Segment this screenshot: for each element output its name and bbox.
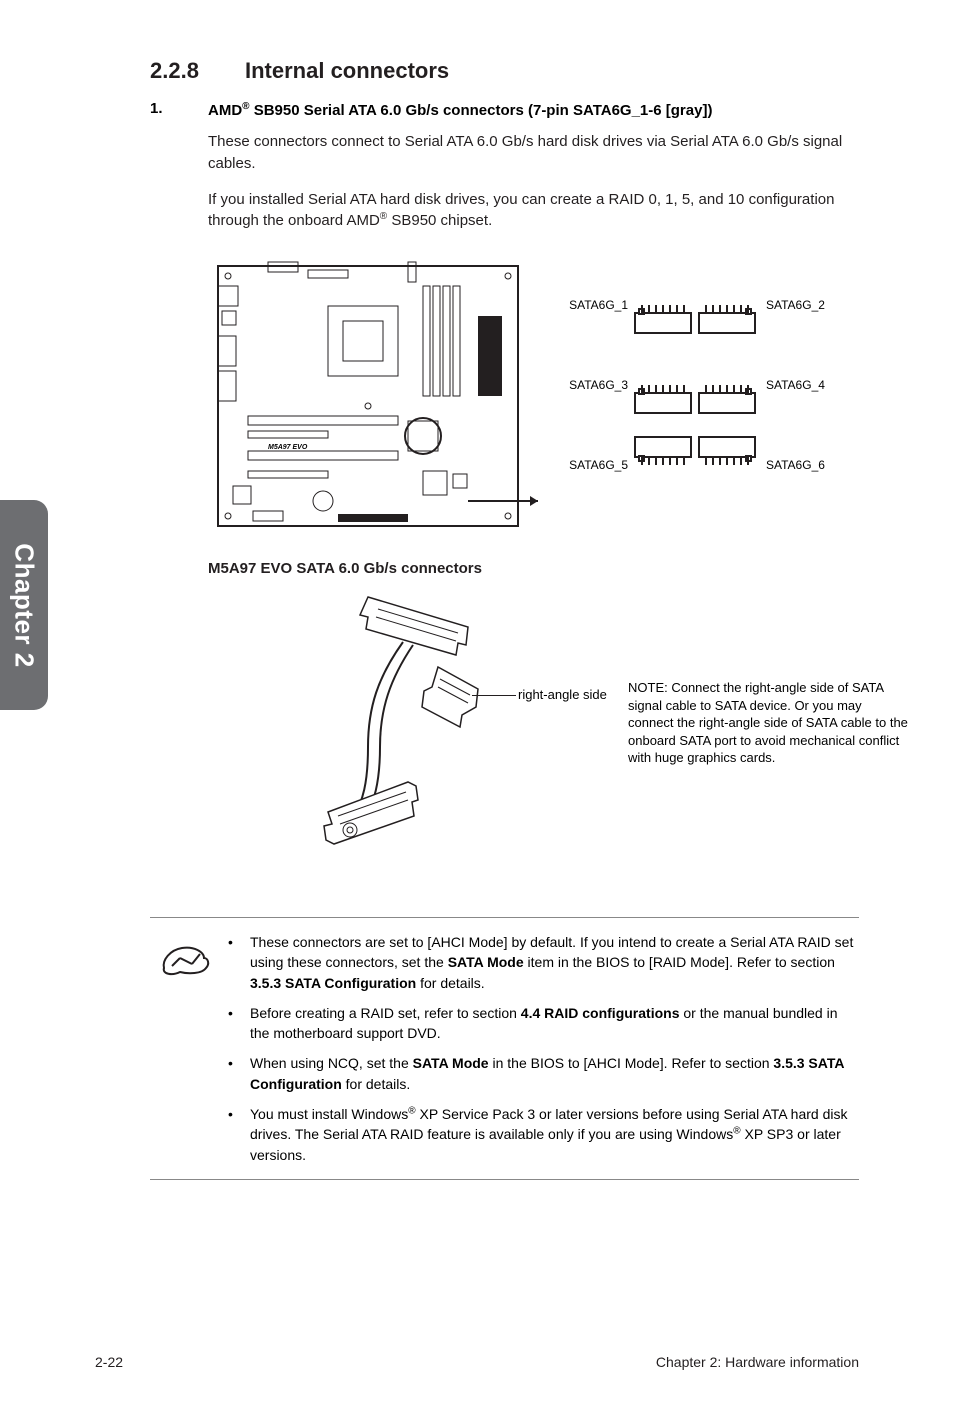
sata-connector-icon [634, 436, 692, 458]
section-title: Internal connectors [245, 58, 449, 83]
sata-connector-icon [698, 436, 756, 458]
sata-label: SATA6G_2 [766, 298, 825, 312]
page-footer: 2-22 Chapter 2: Hardware information [0, 1354, 954, 1370]
right-angle-label: right-angle side [518, 687, 607, 702]
item-paragraph-2: If you installed Serial ATA hard disk dr… [208, 189, 859, 233]
footer-chapter-title: Chapter 2: Hardware information [656, 1354, 859, 1370]
sata-connector-icon [698, 312, 756, 334]
chapter-tab: Chapter 2 [0, 500, 48, 710]
section-heading: 2.2.8Internal connectors [150, 58, 859, 84]
note-block: These connectors are set to [AHCI Mode] … [150, 917, 859, 1180]
sata-label: SATA6G_1 [558, 298, 628, 312]
sata-label: SATA6G_4 [766, 378, 825, 392]
cable-diagram: right-angle side NOTE: Connect the right… [208, 587, 888, 857]
page-content: 2.2.8Internal connectors 1. AMD® SB950 S… [0, 0, 954, 1180]
motherboard-svg: M5A97 EVO [208, 256, 538, 546]
sata-label: SATA6G_3 [558, 378, 628, 392]
sata-cable-svg [308, 587, 528, 847]
diagram-caption: M5A97 EVO SATA 6.0 Gb/s connectors [208, 560, 888, 577]
section-number: 2.2.8 [150, 58, 245, 84]
sata-connector-icon [698, 392, 756, 414]
callout-line [472, 695, 516, 696]
item-heading-row: 1. AMD® SB950 Serial ATA 6.0 Gb/s connec… [150, 100, 859, 121]
sata-label: SATA6G_5 [558, 458, 628, 472]
note-item: Before creating a RAID set, refer to sec… [220, 1003, 859, 1044]
chapter-tab-text: Chapter 2 [9, 543, 40, 667]
sata-connector-icon [634, 312, 692, 334]
note-item: When using NCQ, set the SATA Mode in the… [220, 1053, 859, 1094]
note-list: These connectors are set to [AHCI Mode] … [220, 932, 859, 1165]
note-item: You must install Windows® XP Service Pac… [220, 1104, 859, 1165]
note-icon [150, 932, 220, 1165]
sata-label: SATA6G_6 [766, 458, 825, 472]
cable-note: NOTE: Connect the right-angle side of SA… [628, 679, 908, 767]
motherboard-diagram: M5A97 EVO [208, 256, 888, 577]
sata-connector-icon [634, 392, 692, 414]
item-paragraph-1: These connectors connect to Serial ATA 6… [208, 131, 859, 175]
item-number: 1. [150, 100, 208, 121]
item-title: AMD® SB950 Serial ATA 6.0 Gb/s connector… [208, 100, 712, 121]
page-number: 2-22 [95, 1354, 123, 1370]
note-item: These connectors are set to [AHCI Mode] … [220, 932, 859, 993]
svg-text:M5A97 EVO: M5A97 EVO [268, 444, 308, 451]
sata-connectors: SATA6G_1 SATA6G_2 SATA6G_3 [558, 276, 888, 516]
